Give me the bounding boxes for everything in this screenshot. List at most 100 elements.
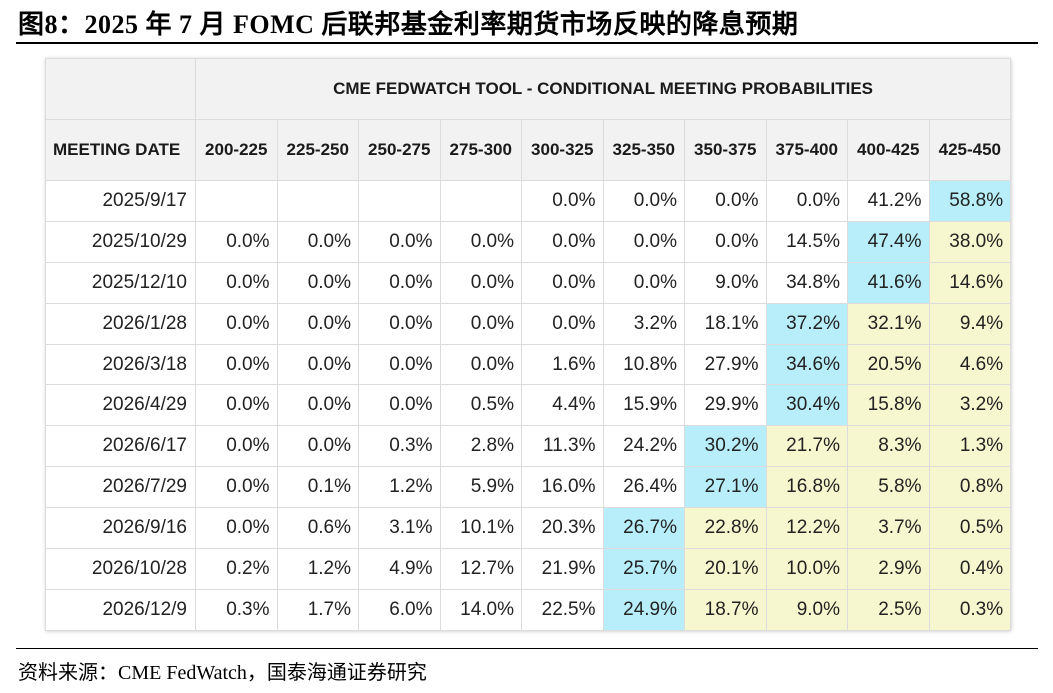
probability-cell: 0.0% [276, 384, 359, 427]
source-note: 资料来源：CME FedWatch，国泰海通证券研究 [18, 662, 427, 684]
probability-cell: 11.3% [521, 425, 604, 468]
probability-cell: 0.8% [928, 466, 1012, 509]
probability-cell: 27.9% [684, 343, 767, 386]
probability-cell: 0.0% [276, 343, 359, 386]
probability-cell: 3.2% [602, 302, 685, 345]
probability-cell: 25.7% [602, 548, 685, 590]
rate-header: 200-225 [195, 119, 278, 181]
probability-cell: 0.0% [195, 302, 278, 345]
probability-cell: 26.4% [602, 466, 685, 509]
probability-cell: 4.4% [521, 384, 604, 427]
probability-cell: 21.9% [521, 548, 604, 590]
probability-cell: 12.2% [765, 507, 848, 550]
probability-cell: 0.3% [928, 588, 1012, 631]
meeting-date-cell: 2026/12/9 [45, 588, 196, 631]
probability-cell: 10.0% [765, 548, 848, 590]
probability-cell: 0.0% [358, 384, 441, 427]
probability-cell: 0.0% [765, 180, 848, 222]
rate-header: 225-250 [276, 119, 359, 181]
probability-cell [439, 180, 522, 222]
meeting-date-cell: 2025/12/10 [45, 261, 196, 304]
rate-header: 375-400 [765, 119, 848, 181]
title-rule [16, 42, 1038, 44]
probability-cell: 0.0% [358, 302, 441, 345]
probability-cell: 3.1% [358, 507, 441, 550]
rate-header: 425-450 [928, 119, 1012, 181]
meeting-date-cell: 2026/10/28 [45, 548, 196, 590]
meeting-date-cell: 2025/10/29 [45, 220, 196, 263]
probability-cell: 0.3% [195, 588, 278, 631]
rate-header: 300-325 [521, 119, 604, 181]
probability-cell: 0.0% [602, 220, 685, 263]
probability-cell: 37.2% [765, 302, 848, 345]
probability-cell: 0.1% [276, 466, 359, 509]
probability-cell: 16.8% [765, 466, 848, 509]
probability-cell: 0.0% [684, 220, 767, 263]
probability-cell: 1.6% [521, 343, 604, 386]
probability-cell: 8.3% [847, 425, 930, 468]
probability-cell: 0.0% [439, 343, 522, 386]
probability-cell: 0.0% [195, 220, 278, 263]
probability-cell: 4.9% [358, 548, 441, 590]
probability-cell: 32.1% [847, 302, 930, 345]
meeting-date-header: MEETING DATE [45, 119, 196, 181]
meeting-date-cell: 2026/4/29 [45, 384, 196, 427]
probability-cell: 1.7% [276, 588, 359, 631]
table-row: 2026/4/29 0.0% 0.0% 0.0% 0.5% 4.4% 15.9% 29.9% 3… [45, 384, 1012, 427]
probability-cell [195, 180, 278, 222]
meeting-date-cell: 2026/6/17 [45, 425, 196, 468]
source-rule [16, 648, 1038, 649]
meeting-date-cell: 2026/1/28 [45, 302, 196, 345]
probability-cell: 22.5% [521, 588, 604, 631]
probability-cell: 10.1% [439, 507, 522, 550]
probability-cell: 3.2% [928, 384, 1012, 427]
probability-cell: 4.6% [928, 343, 1012, 386]
probability-cell: 30.2% [684, 425, 767, 468]
probability-cell: 9.4% [928, 302, 1012, 345]
rate-header: 250-275 [358, 119, 441, 181]
table-row: 2026/1/28 0.0% 0.0% 0.0% 0.0% 0.0% 3.2% 18.1% 37… [45, 302, 1012, 345]
probability-cell: 0.0% [195, 343, 278, 386]
meeting-date-cell: 2025/9/17 [45, 180, 196, 222]
rate-header: 350-375 [684, 119, 767, 181]
probability-cell: 0.0% [358, 261, 441, 304]
probability-cell: 0.0% [684, 180, 767, 222]
table-body: 2025/9/17 0.0% 0.0% 0.0% 0.0% 41.2% 58.8% 2025/… [45, 180, 1012, 631]
probability-cell: 0.0% [195, 384, 278, 427]
probability-cell: 0.0% [602, 261, 685, 304]
probability-cell: 0.0% [195, 261, 278, 304]
rate-header: 325-350 [602, 119, 685, 181]
probability-cell: 0.0% [276, 425, 359, 468]
table-row: 2025/9/17 0.0% 0.0% 0.0% 0.0% 41.2% 58.8% [45, 180, 1012, 222]
probability-cell: 0.0% [276, 220, 359, 263]
probability-cell: 0.0% [276, 261, 359, 304]
probability-cell: 24.2% [602, 425, 685, 468]
probability-cell: 1.2% [358, 466, 441, 509]
probability-cell: 20.3% [521, 507, 604, 550]
probability-cell: 0.0% [602, 180, 685, 222]
probability-cell: 26.7% [602, 507, 685, 550]
probability-cell: 3.7% [847, 507, 930, 550]
probability-cell: 47.4% [847, 220, 930, 263]
meeting-date-cell: 2026/9/16 [45, 507, 196, 550]
probability-cell: 5.9% [439, 466, 522, 509]
table-row: 2026/6/17 0.0% 0.0% 0.3% 2.8% 11.3% 24.2% 30.2%… [45, 425, 1012, 468]
table-row: 2025/12/10 0.0% 0.0% 0.0% 0.0% 0.0% 0.0% 9.0% 34… [45, 261, 1012, 304]
probability-cell: 20.1% [684, 548, 767, 590]
table-banner: CME FEDWATCH TOOL - CONDITIONAL MEETING … [194, 58, 1012, 120]
probability-cell: 30.4% [765, 384, 848, 427]
probability-cell: 27.1% [684, 466, 767, 509]
banner-row: CME FEDWATCH TOOL - CONDITIONAL MEETING … [45, 58, 1012, 120]
probability-cell: 0.0% [521, 180, 604, 222]
probability-cell: 9.0% [684, 261, 767, 304]
probability-cell: 34.6% [765, 343, 848, 386]
table-row: 2026/10/28 0.2% 1.2% 4.9% 12.7% 21.9% 25.7% 20.… [45, 548, 1012, 590]
probability-cell: 0.0% [195, 425, 278, 468]
meeting-date-cell: 2026/3/18 [45, 343, 196, 386]
probability-table-container: CME FEDWATCH TOOL - CONDITIONAL MEETING … [45, 58, 1012, 631]
probability-cell: 20.5% [847, 343, 930, 386]
probability-table: CME FEDWATCH TOOL - CONDITIONAL MEETING … [45, 58, 1012, 631]
probability-cell: 38.0% [928, 220, 1012, 263]
probability-cell: 41.2% [847, 180, 930, 222]
probability-cell: 14.5% [765, 220, 848, 263]
